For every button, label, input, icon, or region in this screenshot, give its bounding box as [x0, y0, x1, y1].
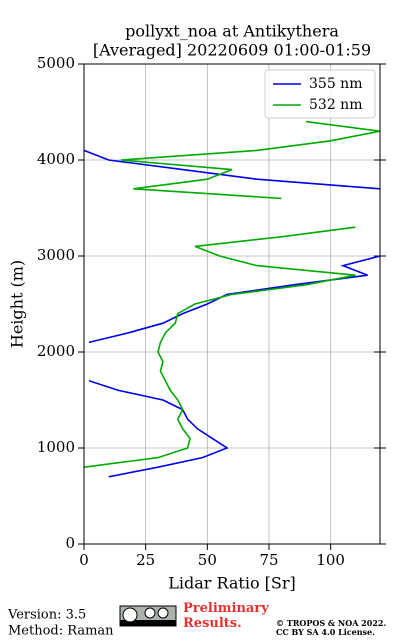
plot-frame — [83, 63, 381, 545]
y-tick-label: 5000 — [37, 54, 75, 72]
y-tick-label: 4000 — [37, 150, 75, 168]
x-tick-label: 25 — [136, 551, 155, 569]
legend-label: 355 nm — [309, 76, 362, 92]
method: Method: Raman — [8, 624, 114, 639]
x-tick-label: 50 — [198, 551, 217, 569]
y-axis-label: Height (m) — [8, 260, 27, 348]
x-tick-label: 75 — [259, 551, 278, 569]
chart-title: pollyxt_noa at Antikythera — [125, 22, 339, 41]
series-line — [84, 122, 380, 477]
legend-label: 532 nm — [309, 97, 362, 113]
version: Version: 3.5 — [7, 608, 86, 623]
y-tick-label: 1000 — [37, 438, 75, 456]
x-axis-label: Lidar Ratio [Sr] — [168, 574, 296, 593]
y-tick-label: 0 — [65, 534, 75, 552]
preliminary: Preliminary Results. — [183, 601, 269, 631]
y-tick-label: 3000 — [37, 246, 75, 264]
chart-title: [Averaged] 20220609 01:00-01:59 — [93, 41, 371, 60]
license: CC BY SA 4.0 License. — [276, 627, 375, 637]
legend-box — [264, 69, 376, 119]
y-tick-label: 2000 — [37, 342, 75, 360]
preliminary-box: Preliminary Results. — [183, 601, 269, 631]
copyright: © TROPOS & NOA 2022. — [276, 618, 386, 628]
x-tick-label: 0 — [79, 551, 89, 569]
cc-badge — [119, 605, 177, 627]
x-tick-label: 100 — [316, 551, 345, 569]
series-line — [84, 102, 380, 467]
